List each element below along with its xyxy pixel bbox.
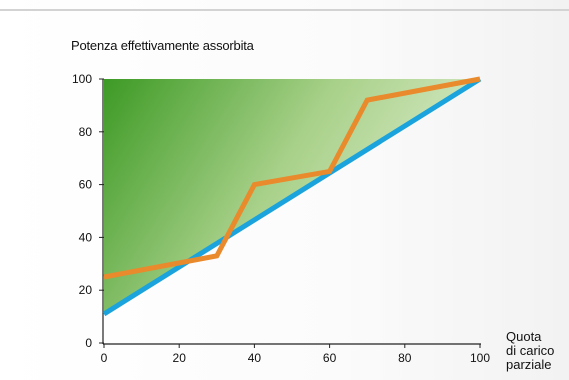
x-axis-label: Quota di carico parziale (506, 330, 566, 372)
x-tick-label: 60 (323, 351, 337, 365)
series-line-orange (103, 76, 481, 280)
x-tick-label: 80 (398, 351, 412, 365)
top-divider (0, 9, 569, 11)
y-tick-label: 20 (79, 283, 93, 297)
y-tick-label: 100 (72, 72, 92, 86)
x-axis-ticks: 0 20 40 60 80 100 (101, 344, 490, 365)
series-line-blue (102, 76, 482, 317)
series-layer (102, 76, 482, 317)
x-tick-label: 20 (173, 351, 187, 365)
x-tick-label: 40 (248, 351, 262, 365)
x-tick-label: 0 (101, 351, 108, 365)
y-tick-label: 60 (79, 178, 93, 192)
x-axis-label-line-2: di carico (506, 343, 555, 358)
y-tick-label: 80 (79, 125, 93, 139)
chart-title: Potenza effettivamente assorbita (71, 38, 254, 53)
x-axis-label-line-1: Quota (506, 329, 542, 344)
y-tick-label: 40 (79, 230, 93, 244)
x-tick-label: 100 (470, 351, 490, 365)
x-axis-label-line-3: parziale (506, 357, 552, 372)
y-tick-label: 0 (85, 336, 92, 350)
y-axis-ticks: 0 20 40 60 80 100 (72, 72, 104, 350)
